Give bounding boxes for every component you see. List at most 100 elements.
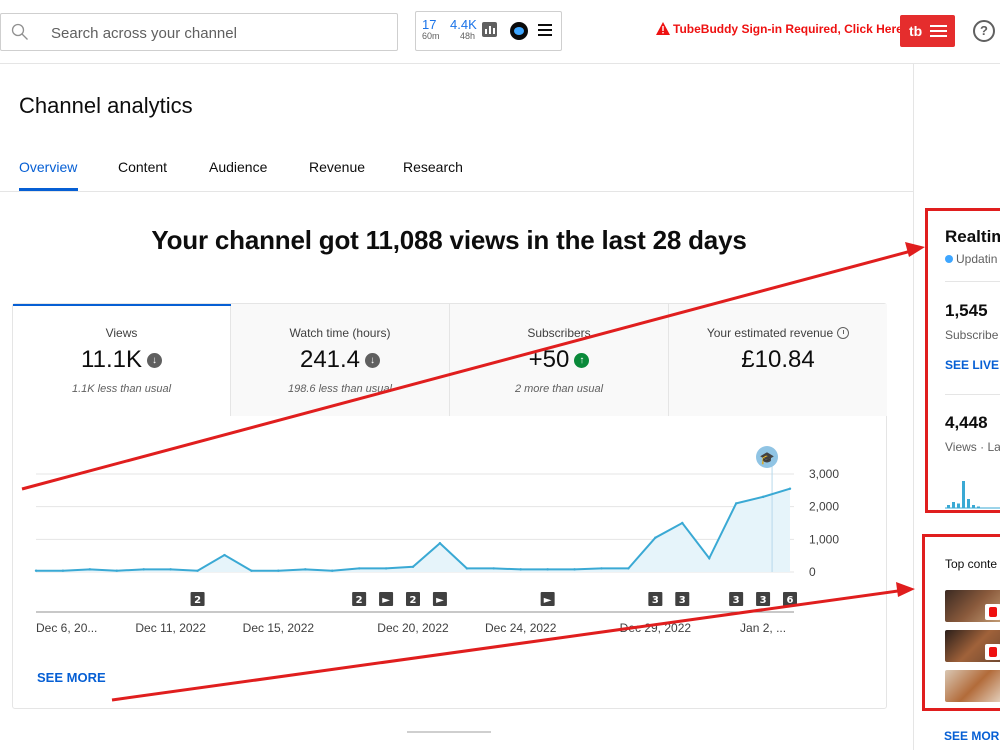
- data-point: [61, 569, 65, 572]
- tab-revenue[interactable]: Revenue: [309, 159, 366, 175]
- metric-label-text: Your estimated revenue: [706, 326, 834, 340]
- metric-value: 241.4 ↓: [231, 346, 449, 374]
- data-point: [573, 568, 576, 571]
- data-point: [277, 569, 280, 572]
- realtime-views-label: Views · La: [945, 440, 1000, 454]
- event-marker-label: 2: [356, 595, 363, 606]
- event-marker-label: 6: [787, 595, 794, 606]
- warning-text[interactable]: TubeBuddy Sign-in Required, Click Here: [673, 22, 903, 36]
- y-tick-label: 3,000: [809, 467, 839, 481]
- overview-card: Views 11.1K ↓ 1.1K less than usual Watch …: [12, 303, 887, 709]
- data-point: [438, 542, 442, 545]
- realtime-bar: [972, 505, 975, 508]
- stat-48h-label: 48h: [460, 31, 476, 41]
- y-tick-label: 0: [809, 565, 816, 579]
- clock-icon: [837, 327, 850, 339]
- tab-research[interactable]: Research: [403, 159, 463, 175]
- metric-value-text: 241.4: [299, 346, 361, 373]
- event-marker-label: 2: [410, 595, 417, 606]
- data-point: [761, 495, 765, 499]
- metric-label: Views: [105, 326, 138, 340]
- data-point: [519, 568, 522, 571]
- x-tick-label: Dec 20, 2022: [377, 621, 449, 635]
- active-tab-indicator: [19, 188, 78, 191]
- metric-subscribers[interactable]: Subscribers +50 ↑ 2 more than usual: [450, 304, 669, 416]
- realtime-bar: [962, 481, 965, 508]
- top-content-see-more-link[interactable]: SEE MOR: [944, 729, 1000, 743]
- data-point: [115, 569, 118, 572]
- event-marker-label: 3: [679, 595, 686, 606]
- top-content-card: Top conte: [922, 534, 1000, 711]
- data-point: [465, 567, 469, 570]
- help-icon[interactable]: ?: [973, 20, 995, 42]
- tubebuddy-eye-icon[interactable]: [510, 22, 528, 40]
- realtime-bar: [977, 506, 980, 508]
- data-point: [196, 569, 199, 572]
- top-content-title: Top conte: [945, 557, 998, 571]
- data-point: [250, 569, 253, 572]
- realtime-card: Realtim Updatin 1,545 Subscribe SEE LIVE…: [925, 208, 1000, 513]
- metric-label: Watch time (hours): [289, 326, 391, 340]
- arrow-up-icon: ↑: [574, 353, 590, 368]
- metric-revenue[interactable]: Your estimated revenue £10.84: [669, 304, 887, 416]
- see-live-count-link[interactable]: SEE LIVE: [945, 358, 1000, 372]
- event-marker-label: 3: [733, 595, 740, 606]
- x-tick-label: Jan 2, ...: [740, 621, 786, 635]
- metric-comparison: 1.1K less than usual: [71, 383, 172, 395]
- x-tick-label: Dec 11, 2022: [135, 621, 206, 635]
- event-marker-label: 3: [652, 595, 659, 606]
- video-thumbnail[interactable]: [945, 590, 1000, 622]
- tubebuddy-signin-warning[interactable]: TubeBuddy Sign-in Required, Click Here: [656, 22, 903, 38]
- x-tick-label: Dec 24, 2022: [485, 621, 557, 635]
- realtime-bar: [947, 505, 950, 508]
- x-tick-label: Dec 6, 20...: [36, 621, 97, 635]
- metric-value-text: 11.1K: [81, 346, 142, 373]
- tab-content[interactable]: Content: [118, 159, 168, 175]
- stat-48h-value: 4.4K: [450, 17, 477, 32]
- metric-watch-time[interactable]: Watch time (hours) 241.4 ↓ 198.6 less tha…: [231, 304, 450, 416]
- data-point: [734, 502, 738, 505]
- warning-icon: [656, 22, 670, 35]
- tab-bar: Overview Content Audience Revenue Resear…: [0, 150, 913, 192]
- stat-48h: 4.4K 48h: [450, 18, 477, 41]
- arrow-down-icon: ↓: [365, 353, 381, 368]
- stat-60m-label: 60m: [422, 31, 440, 41]
- menu-icon[interactable]: [538, 24, 552, 36]
- metric-comparison: 2 more than usual: [514, 383, 604, 395]
- event-marker-label: ►: [544, 595, 552, 606]
- stat-60m-value: 17: [422, 17, 437, 32]
- realtime-title: Realtim: [945, 227, 1000, 246]
- x-tick-label: Dec 29, 2022: [620, 621, 692, 635]
- views-chart[interactable]: 3,000 2,000 1,000 0 🎓 2 2 ► 2 ► ► 3 3 3 3 6 Dec 6, 20...…: [13, 416, 886, 656]
- divider: [945, 394, 1000, 395]
- tubebuddy-menu-button[interactable]: tb: [900, 15, 955, 47]
- metric-views[interactable]: Views 11.1K ↓ 1.1K less than usual: [13, 304, 231, 416]
- data-point: [34, 569, 38, 572]
- video-thumbnail[interactable]: [945, 630, 1000, 662]
- page-title: Channel analytics: [19, 93, 193, 118]
- tab-overview[interactable]: Overview: [19, 159, 78, 175]
- data-point: [331, 569, 334, 572]
- see-more-link[interactable]: SEE MORE: [37, 670, 106, 685]
- search-box[interactable]: [0, 13, 398, 51]
- data-point: [88, 568, 92, 571]
- realtime-bar: [952, 502, 955, 508]
- data-point: [169, 568, 172, 571]
- panel-divider: [913, 64, 914, 750]
- tab-audience[interactable]: Audience: [209, 159, 268, 175]
- data-point: [384, 567, 388, 570]
- realtime-bar: [957, 503, 960, 508]
- active-metric-indicator: [13, 304, 231, 306]
- data-point: [681, 521, 684, 525]
- x-tick-label: Dec 15, 2022: [243, 621, 315, 635]
- video-thumbnail[interactable]: [945, 670, 1000, 702]
- bar-chart-icon[interactable]: [482, 22, 497, 37]
- search-input[interactable]: [51, 22, 381, 44]
- data-point: [492, 567, 495, 570]
- tubebuddy-menu-icon: [930, 25, 947, 40]
- realtime-subscribers-label: Subscribe: [945, 328, 999, 342]
- tubebuddy-stats-widget[interactable]: 17 60m 4.4K 48h: [415, 11, 562, 51]
- realtime-updating: Updatin: [945, 252, 997, 266]
- data-point: [654, 536, 657, 539]
- data-point: [788, 487, 792, 490]
